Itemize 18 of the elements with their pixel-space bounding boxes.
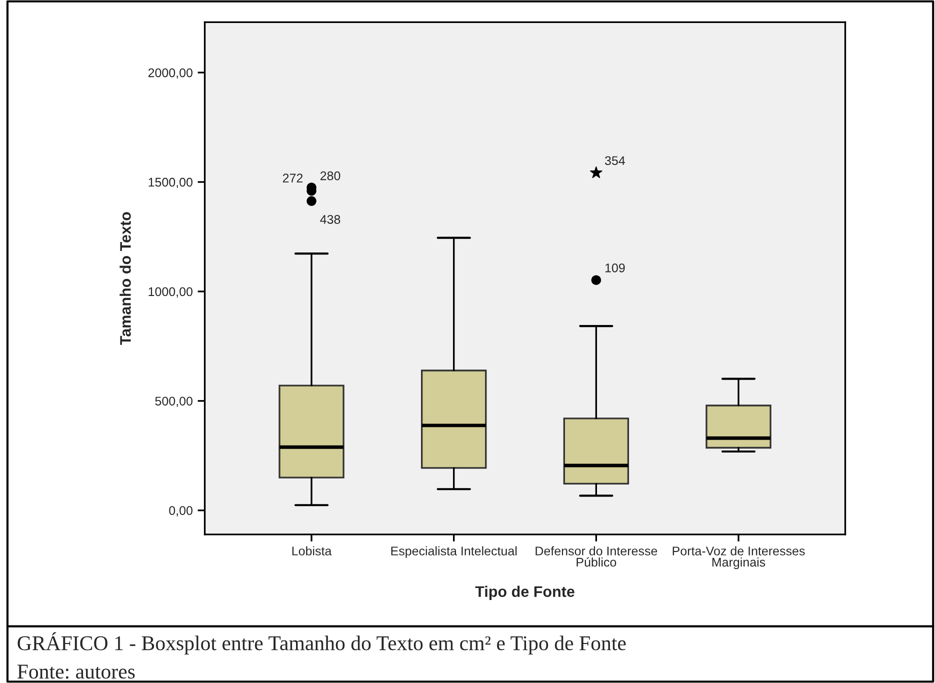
x-tick-label: Porta-Voz de Interesses Marginais	[672, 546, 805, 570]
y-axis-title: Tamanho do Texto	[120, 212, 131, 345]
x-tick-label: Lobista	[292, 546, 332, 556]
y-tick-label: 1500,00	[148, 178, 192, 188]
y-tick-label: 500,00	[155, 396, 192, 408]
annotation: 280	[320, 171, 340, 180]
x-axis-title: Tipo de Fonte	[475, 586, 574, 600]
annotation: 438	[320, 214, 340, 224]
y-tick-label: 2000,00	[148, 68, 192, 79]
annotation: 272	[282, 174, 303, 182]
y-tick-label: 0,00	[169, 506, 192, 516]
annotation: 354	[604, 156, 625, 166]
x-tick-label: Especialista Intelectual	[391, 546, 517, 558]
y-tick-label: 1000,00	[148, 287, 192, 298]
x-tick-label: Defensor do Interesse Público	[536, 546, 658, 567]
annotation: 109	[605, 263, 625, 272]
source-note: Fonte: autores	[17, 664, 135, 679]
text: GRÁFICO 1 - Boxsplot entre Tamanho do Texto em cm² e Tipo de Fonte	[18, 632, 626, 655]
